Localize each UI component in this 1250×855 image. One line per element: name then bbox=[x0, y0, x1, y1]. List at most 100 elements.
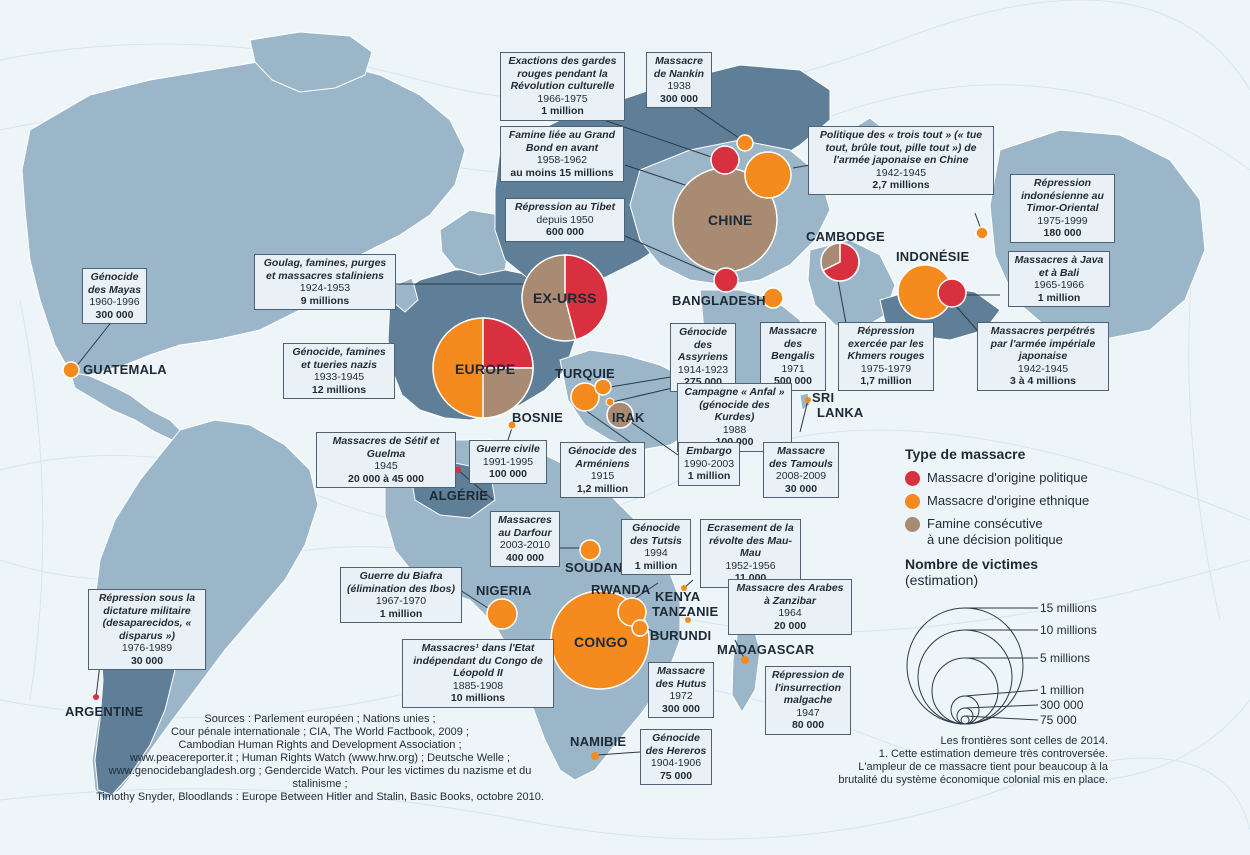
sources: Sources : Parlement européen ; Nations u… bbox=[90, 713, 550, 804]
annotation-years: 1994 bbox=[644, 547, 668, 559]
annotation-value: 2,7 millions bbox=[872, 179, 930, 191]
annotation-years: 1952-1956 bbox=[725, 559, 776, 572]
annotation-title: Massacres perpétrés par l'armée impérial… bbox=[990, 325, 1096, 362]
annotation-title: Campagne « Anfal » (génocide des Kurdes) bbox=[684, 386, 785, 423]
annotation-assyriens: Génocide des Assyriens 1914-1923 275 000 bbox=[670, 323, 736, 392]
annotation-tibet: Répression au Tibet depuis 1950 600 000 bbox=[505, 198, 625, 242]
annotation-setif: Massacres de Sétif et Guelma 1945 20 000… bbox=[316, 432, 456, 488]
annotation-years: 1976-1989 bbox=[121, 642, 173, 654]
annotation-bengalis: Massacre des Bengalis 1971 500 000 bbox=[760, 322, 826, 391]
annotation-title: Guerre civile bbox=[476, 443, 540, 455]
bubble-sri-lanka bbox=[805, 397, 811, 403]
label-bangladesh: BANGLADESH bbox=[672, 293, 766, 308]
source-line: Cour pénale internationale ; CIA, The Wo… bbox=[171, 726, 469, 738]
annotation-value: 1 million bbox=[1037, 291, 1081, 304]
annotation-mau-mau: Ecrasement de la révolte des Mau-Mau 195… bbox=[700, 519, 801, 588]
label-cambodge: CAMBODGE bbox=[806, 229, 885, 244]
bubble-tibet bbox=[713, 267, 739, 293]
annotation-timor: Répression indonésienne au Timor-Orienta… bbox=[1010, 174, 1115, 243]
bubble-madagascar bbox=[741, 656, 749, 664]
legend-size-heading: Nombre de victimes bbox=[905, 556, 1039, 572]
annotation-years: 1947 bbox=[796, 706, 820, 719]
annotation-years: 1914-1923 bbox=[677, 363, 729, 376]
annotation-value: 1 million bbox=[541, 105, 584, 117]
label-europe: EUROPE bbox=[455, 361, 516, 377]
source-line: www.peacereporter.it ; Human Rights Watc… bbox=[129, 752, 511, 764]
annotation-armeniens: Génocide des Arméniens 1915 1,2 million bbox=[560, 442, 645, 498]
annotation-value: 300 000 bbox=[95, 308, 134, 321]
annotation-title: Génocide, famines et tueries nazis bbox=[292, 346, 386, 371]
annotation-years: 1924-1953 bbox=[299, 282, 351, 294]
annotation-years: 1971 bbox=[781, 362, 805, 375]
annotation-value: 80 000 bbox=[791, 719, 825, 731]
legend-size-15m: 15 millions bbox=[1040, 601, 1097, 615]
legend-size-5m: 5 millions bbox=[1040, 651, 1091, 665]
label-namibie: NAMIBIE bbox=[570, 734, 627, 749]
annotation-title: Massacre des Tamouls bbox=[769, 445, 833, 470]
bubble-hereros bbox=[591, 752, 599, 760]
label-chine: CHINE bbox=[708, 212, 753, 228]
annotation-guerre-civile: Guerre civile 1991-1995 100 000 bbox=[469, 440, 547, 484]
label-bosnie: BOSNIE bbox=[512, 410, 564, 425]
annotation-gardes-rouges: Exactions des gardes rouges pendant la R… bbox=[500, 52, 625, 121]
bubble-nankin bbox=[736, 134, 754, 152]
bubble-timor bbox=[975, 226, 989, 240]
legend-size-circles bbox=[906, 607, 1039, 725]
legend-item-famine: Famine consécutive à une décision politi… bbox=[905, 516, 1235, 548]
annotation-years: 1942-1945 bbox=[1017, 362, 1069, 375]
label-argentine: ARGENTINE bbox=[65, 704, 144, 719]
ethnic-dot-icon bbox=[905, 494, 920, 509]
bubble-argentine bbox=[93, 694, 99, 700]
annotation-value: 300 000 bbox=[660, 92, 698, 105]
annotation-title: Famine liée au Grand Bond en avant bbox=[508, 129, 616, 154]
bubble-mau-mau bbox=[681, 585, 687, 591]
label-nigeria: NIGERIA bbox=[476, 583, 532, 598]
legend-label: Famine consécutive bbox=[927, 516, 1043, 531]
footnotes: Les frontières sont celles de 2014. 1. C… bbox=[790, 735, 1108, 787]
annotation-value: 30 000 bbox=[784, 482, 818, 495]
legend-size-10m: 10 millions bbox=[1040, 623, 1097, 637]
annotation-years: 1965-1966 bbox=[1033, 279, 1085, 291]
bubble-gardes-rouges bbox=[710, 145, 740, 175]
label-turquie: TURQUIE bbox=[555, 366, 615, 381]
annotation-years: 1915 bbox=[590, 470, 615, 482]
annotation-title: Massacre de Nankin bbox=[653, 55, 705, 80]
annotation-hutus: Massacre des Hutus 1972 300 000 bbox=[648, 662, 714, 718]
annotation-years: 1945 bbox=[374, 460, 398, 472]
label-tanzanie: TANZANIE bbox=[652, 604, 719, 619]
bubble-nigeria bbox=[486, 598, 518, 630]
label-irak: IRAK bbox=[612, 410, 645, 425]
annotation-title: Répression sous la dictature militaire (… bbox=[98, 592, 196, 642]
annotation-grand-bond: Famine liée au Grand Bond en avant 1958-… bbox=[500, 126, 624, 182]
annotation-title: Massacre des Arabes à Zanzibar bbox=[736, 582, 844, 607]
annotation-value: 12 millions bbox=[311, 383, 367, 396]
annotation-tamouls: Massacre des Tamouls 2008-2009 30 000 bbox=[763, 442, 839, 498]
bubble-guatemala bbox=[62, 361, 80, 379]
annotation-title: Génocide des Hereros bbox=[645, 732, 707, 757]
annotation-years: 1972 bbox=[669, 690, 693, 702]
annotation-title: Génocide des Tutsis bbox=[630, 522, 682, 547]
annotation-title: Ecrasement de la révolte des Mau-Mau bbox=[707, 522, 794, 559]
bubble-bosnie bbox=[507, 420, 517, 430]
bubble-ex-urss bbox=[521, 254, 609, 342]
annotation-years: 1885-1908 bbox=[452, 679, 504, 692]
annotation-nankin: Massacre de Nankin 1938 300 000 bbox=[646, 52, 712, 108]
annotation-value: 3 à 4 millions bbox=[1010, 375, 1076, 387]
annotation-years: 2008-2009 bbox=[775, 470, 827, 482]
legend-size-title: Nombre de victimes (estimation) bbox=[905, 556, 1235, 588]
annotation-years: 1975-1979 bbox=[860, 362, 912, 375]
annotation-title: Répression de l'insurrection malgache bbox=[771, 669, 845, 706]
label-madagascar: MADAGASCAR bbox=[717, 642, 815, 657]
annotation-value: 20 000 bbox=[773, 619, 807, 632]
annotation-title: Massacre des Bengalis bbox=[769, 325, 817, 362]
annotation-title: Massacres de Sétif et Guelma bbox=[332, 435, 440, 460]
footnote-line: L'ampleur de ce massacre tient pour beau… bbox=[858, 761, 1108, 773]
annotation-title: Répression au Tibet bbox=[514, 201, 616, 213]
annotation-title: Massacres¹ dans l'Etat indépendant du Co… bbox=[413, 642, 543, 679]
label-rwanda: RWANDA bbox=[591, 582, 651, 597]
legend-size-subheading: (estimation) bbox=[905, 572, 979, 588]
legend-size-75k: 75 000 bbox=[1040, 713, 1077, 727]
bubble-anfal bbox=[605, 397, 615, 407]
footnote-line: Les frontières sont celles de 2014. bbox=[940, 735, 1108, 747]
